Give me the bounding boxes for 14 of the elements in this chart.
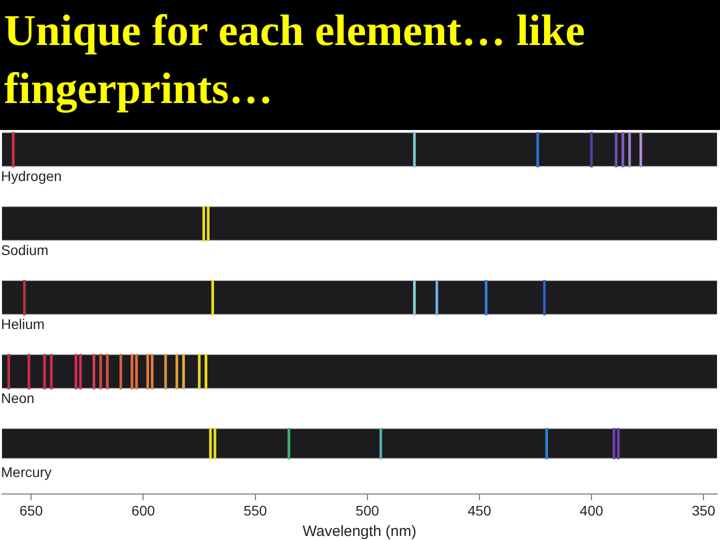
x-tick-label: 450 xyxy=(468,502,492,518)
text: Neon xyxy=(1,390,34,406)
x-axis-title: Wavelength (nm) xyxy=(302,523,416,540)
x-tick-label: 500 xyxy=(356,502,380,518)
text: Mercury xyxy=(1,464,52,480)
chart-title: Unique for each element… like fingerprints… xyxy=(0,0,720,130)
text: Hydrogen xyxy=(1,168,62,184)
x-tick-label: 350 xyxy=(692,502,716,518)
x-tick-label: 650 xyxy=(19,502,44,518)
x-tick-label: 400 xyxy=(580,502,604,518)
x-tick-label: 550 xyxy=(244,502,268,518)
text: Helium xyxy=(1,316,45,332)
text: Sodium xyxy=(1,242,48,258)
x-tick-label: 600 xyxy=(132,502,156,518)
